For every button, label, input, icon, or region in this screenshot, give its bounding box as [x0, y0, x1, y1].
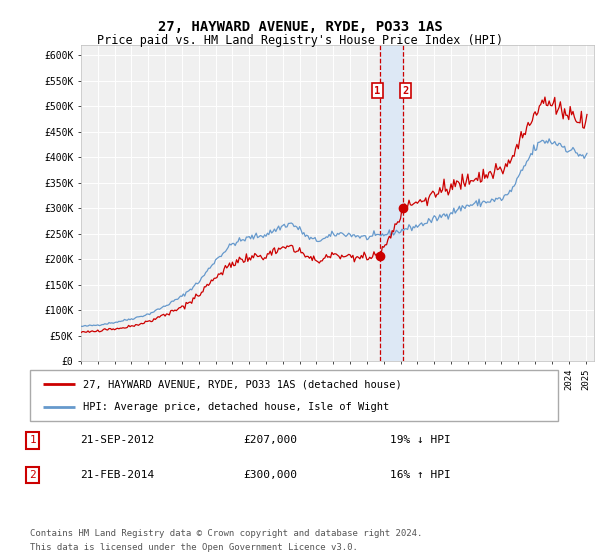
Text: 19% ↓ HPI: 19% ↓ HPI	[390, 436, 451, 446]
Text: £207,000: £207,000	[244, 436, 298, 446]
Text: Price paid vs. HM Land Registry's House Price Index (HPI): Price paid vs. HM Land Registry's House …	[97, 34, 503, 46]
Text: This data is licensed under the Open Government Licence v3.0.: This data is licensed under the Open Gov…	[30, 543, 358, 552]
Text: 21-SEP-2012: 21-SEP-2012	[80, 436, 154, 446]
Text: 1: 1	[374, 86, 380, 96]
Text: 1: 1	[29, 436, 36, 446]
Text: 27, HAYWARD AVENUE, RYDE, PO33 1AS (detached house): 27, HAYWARD AVENUE, RYDE, PO33 1AS (deta…	[83, 379, 401, 389]
Text: Contains HM Land Registry data © Crown copyright and database right 2024.: Contains HM Land Registry data © Crown c…	[30, 529, 422, 538]
Text: 21-FEB-2014: 21-FEB-2014	[80, 470, 154, 480]
Text: 2: 2	[29, 470, 36, 480]
Bar	[380, 45, 403, 361]
Text: 27, HAYWARD AVENUE, RYDE, PO33 1AS: 27, HAYWARD AVENUE, RYDE, PO33 1AS	[158, 20, 442, 34]
Text: 16% ↑ HPI: 16% ↑ HPI	[390, 470, 451, 480]
Text: £300,000: £300,000	[244, 470, 298, 480]
Text: HPI: Average price, detached house, Isle of Wight: HPI: Average price, detached house, Isle…	[83, 402, 389, 412]
Text: 2: 2	[403, 86, 409, 96]
